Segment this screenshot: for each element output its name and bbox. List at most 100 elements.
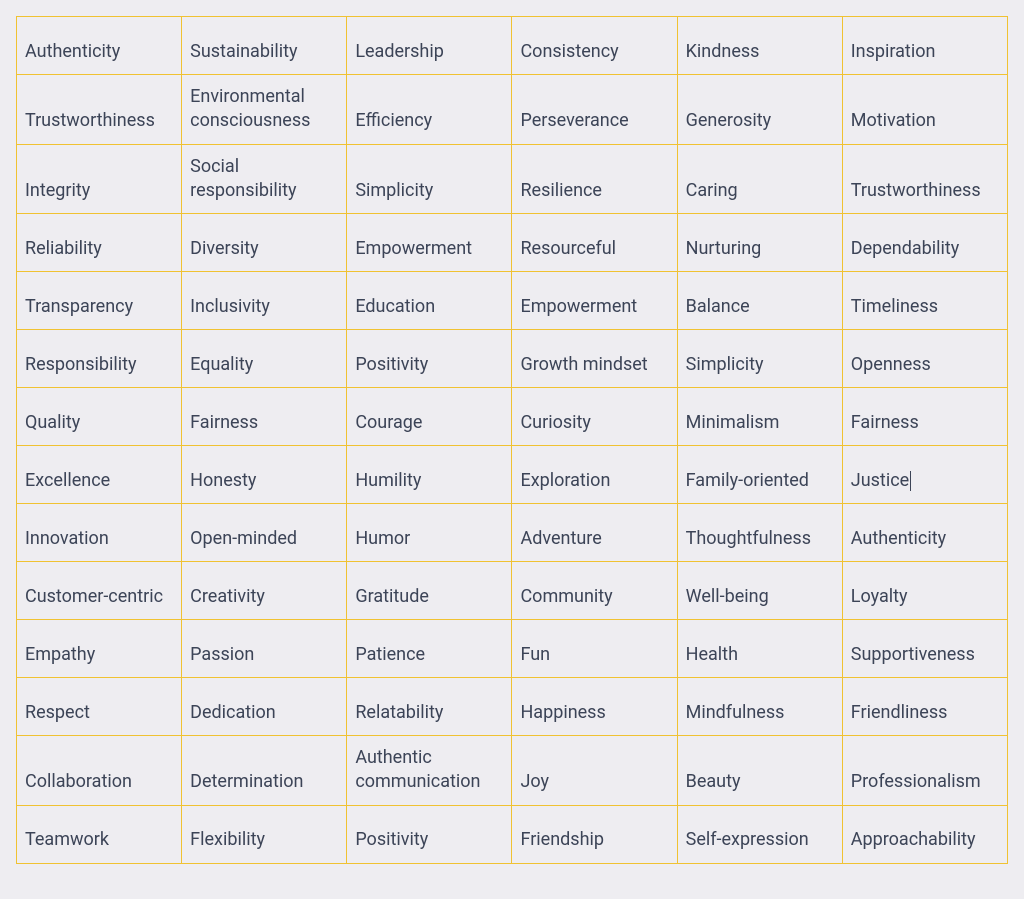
table-cell[interactable]: Humor [347,504,512,562]
table-cell[interactable]: Empowerment [512,272,677,330]
table-cell[interactable]: Education [347,272,512,330]
table-cell[interactable]: Caring [677,144,842,214]
table-cell[interactable]: Customer-centric [17,562,182,620]
table-row: QualityFairnessCourageCuriosityMinimalis… [17,388,1008,446]
table-cell[interactable]: Health [677,620,842,678]
values-table: AuthenticitySustainabilityLeadershipCons… [16,16,1008,864]
table-row: EmpathyPassionPatienceFunHealthSupportiv… [17,620,1008,678]
table-cell[interactable]: Loyalty [842,562,1007,620]
table-cell[interactable]: Motivation [842,75,1007,145]
table-cell[interactable]: Responsibility [17,330,182,388]
table-cell[interactable]: Dependability [842,214,1007,272]
table-cell[interactable]: Happiness [512,678,677,736]
table-cell[interactable]: Friendship [512,805,677,863]
table-cell[interactable]: Empowerment [347,214,512,272]
table-cell[interactable]: Social responsibility [182,144,347,214]
table-cell[interactable]: Resourceful [512,214,677,272]
table-cell[interactable]: Innovation [17,504,182,562]
table-cell[interactable]: Inclusivity [182,272,347,330]
table-row: CollaborationDeterminationAuthentic comm… [17,736,1008,806]
table-cell[interactable]: Supportiveness [842,620,1007,678]
table-cell[interactable]: Curiosity [512,388,677,446]
table-cell[interactable]: Professionalism [842,736,1007,806]
table-cell[interactable]: Excellence [17,446,182,504]
table-cell[interactable]: Efficiency [347,75,512,145]
table-cell[interactable]: Honesty [182,446,347,504]
text-cursor [910,471,911,491]
table-cell[interactable]: Environmental consciousness [182,75,347,145]
table-cell[interactable]: Friendliness [842,678,1007,736]
table-cell[interactable]: Sustainability [182,17,347,75]
table-row: InnovationOpen-mindedHumorAdventureThoug… [17,504,1008,562]
table-cell[interactable]: Openness [842,330,1007,388]
table-cell[interactable]: Mindfulness [677,678,842,736]
table-cell[interactable]: Dedication [182,678,347,736]
table-cell[interactable]: Integrity [17,144,182,214]
table-cell[interactable]: Timeliness [842,272,1007,330]
table-cell[interactable]: Consistency [512,17,677,75]
table-row: ReliabilityDiversityEmpowermentResourcef… [17,214,1008,272]
table-row: TeamworkFlexibilityPositivityFriendshipS… [17,805,1008,863]
table-cell[interactable]: Relatability [347,678,512,736]
table-cell[interactable]: Justice [842,446,1007,504]
table-row: Customer-centricCreativityGratitudeCommu… [17,562,1008,620]
table-cell[interactable]: Patience [347,620,512,678]
table-cell[interactable]: Creativity [182,562,347,620]
table-cell[interactable]: Flexibility [182,805,347,863]
table-cell[interactable]: Gratitude [347,562,512,620]
table-cell[interactable]: Authentic communication [347,736,512,806]
table-cell[interactable]: Positivity [347,330,512,388]
table-cell[interactable]: Determination [182,736,347,806]
table-cell[interactable]: Beauty [677,736,842,806]
table-row: TrustworthinessEnvironmental consciousne… [17,75,1008,145]
table-cell[interactable]: Joy [512,736,677,806]
table-cell[interactable]: Well-being [677,562,842,620]
values-table-body: AuthenticitySustainabilityLeadershipCons… [17,17,1008,864]
table-cell[interactable]: Humility [347,446,512,504]
table-row: ExcellenceHonestyHumilityExplorationFami… [17,446,1008,504]
table-cell[interactable]: Generosity [677,75,842,145]
table-cell[interactable]: Authenticity [17,17,182,75]
table-row: IntegritySocial responsibilitySimplicity… [17,144,1008,214]
table-cell[interactable]: Courage [347,388,512,446]
table-cell[interactable]: Transparency [17,272,182,330]
table-cell[interactable]: Growth mindset [512,330,677,388]
table-cell[interactable]: Diversity [182,214,347,272]
table-cell[interactable]: Approachability [842,805,1007,863]
table-cell[interactable]: Authenticity [842,504,1007,562]
table-cell[interactable]: Inspiration [842,17,1007,75]
table-cell[interactable]: Reliability [17,214,182,272]
table-cell[interactable]: Community [512,562,677,620]
table-cell[interactable]: Collaboration [17,736,182,806]
table-cell[interactable]: Balance [677,272,842,330]
table-cell[interactable]: Exploration [512,446,677,504]
table-cell[interactable]: Kindness [677,17,842,75]
table-cell[interactable]: Positivity [347,805,512,863]
table-cell[interactable]: Perseverance [512,75,677,145]
table-cell[interactable]: Fairness [182,388,347,446]
table-cell[interactable]: Equality [182,330,347,388]
table-cell[interactable]: Thoughtfulness [677,504,842,562]
table-cell[interactable]: Quality [17,388,182,446]
table-cell[interactable]: Passion [182,620,347,678]
table-cell[interactable]: Nurturing [677,214,842,272]
table-cell[interactable]: Adventure [512,504,677,562]
table-cell[interactable]: Minimalism [677,388,842,446]
table-cell[interactable]: Fun [512,620,677,678]
table-row: ResponsibilityEqualityPositivityGrowth m… [17,330,1008,388]
table-cell[interactable]: Respect [17,678,182,736]
table-cell[interactable]: Simplicity [677,330,842,388]
table-cell[interactable]: Leadership [347,17,512,75]
table-cell[interactable]: Self-expression [677,805,842,863]
table-cell[interactable]: Simplicity [347,144,512,214]
table-cell[interactable]: Trustworthiness [17,75,182,145]
table-cell[interactable]: Empathy [17,620,182,678]
table-cell[interactable]: Teamwork [17,805,182,863]
table-cell[interactable]: Fairness [842,388,1007,446]
table-cell[interactable]: Open-minded [182,504,347,562]
table-cell[interactable]: Resilience [512,144,677,214]
table-row: RespectDedicationRelatabilityHappinessMi… [17,678,1008,736]
table-row: AuthenticitySustainabilityLeadershipCons… [17,17,1008,75]
table-cell[interactable]: Family-oriented [677,446,842,504]
table-cell[interactable]: Trustworthiness [842,144,1007,214]
